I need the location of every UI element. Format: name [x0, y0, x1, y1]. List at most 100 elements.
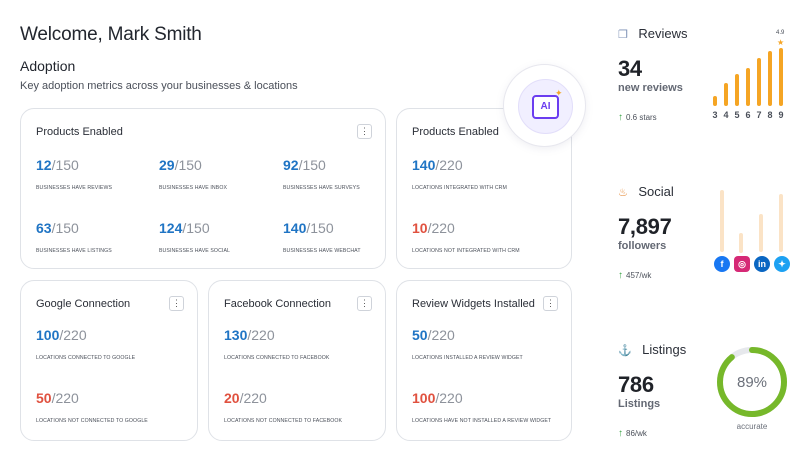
reviews-bar-8	[768, 50, 772, 106]
metric-value: 20	[224, 390, 240, 406]
products-enabled-businesses-card: Products Enabled ⋮ 12/150 Businesses hav…	[20, 108, 386, 269]
metric-value: 140	[283, 220, 307, 236]
metric-label: Businesses have inbox	[159, 185, 228, 191]
google-connection-card: Google Connection ⋮ 100/220 Locations co…	[20, 280, 198, 441]
reviews-bar-6	[746, 68, 750, 106]
ai-icon: AI	[532, 95, 559, 119]
metric-businesses-webchat: 140/150 Businesses have webchat	[283, 220, 361, 254]
metric-value: 140	[412, 157, 436, 173]
social-trend-text: 457/wk	[626, 271, 652, 280]
more-options-icon[interactable]: ⋮	[169, 296, 184, 311]
accuracy-percent: 89%	[736, 374, 768, 391]
metric-value: 92	[283, 157, 299, 173]
reviews-count: 34	[618, 56, 642, 81]
review-widgets-card: Review Widgets Installed ⋮ 50/220 Locati…	[396, 280, 572, 441]
listings-icon: ⚓	[618, 345, 632, 357]
social-bar-facebook	[720, 190, 724, 252]
gauge-fill	[717, 347, 787, 417]
metric-google-not-connected: 50/220 Locations not connected to Google	[36, 390, 148, 424]
metric-value: 130	[224, 327, 248, 343]
metric-locations-no-crm: 10/220 Locations not integrated with CRM	[412, 220, 520, 254]
metric-facebook-connected: 130/220 Locations connected to Facebook	[224, 327, 329, 361]
card-title: Review Widgets Installed	[412, 298, 535, 310]
metric-label: Locations have not installed a review wi…	[412, 418, 552, 424]
section-title: Adoption	[20, 58, 76, 74]
metric-value: 124	[159, 220, 183, 236]
reviews-trend-text: 0.6 stars	[626, 113, 657, 122]
linkedin-icon[interactable]: in	[754, 256, 770, 272]
social-header: ♨ Social	[618, 183, 674, 201]
reviews-bar-label: 4	[723, 110, 729, 120]
metric-businesses-listings: 63/150 Businesses have listings	[36, 220, 112, 254]
reviews-bar-4	[724, 82, 728, 106]
ai-badge-inner: AI ✦	[518, 79, 573, 134]
section-subtitle: Key adoption metrics across your busines…	[20, 80, 298, 92]
sparkle-icon: ✦	[555, 88, 563, 98]
trend-up-icon: ↑	[618, 270, 623, 281]
social-title: Social	[638, 184, 674, 199]
reviews-bar-7	[757, 58, 761, 106]
reviews-icon: ❐	[618, 29, 628, 41]
more-options-icon[interactable]: ⋮	[543, 296, 558, 311]
metric-label: Businesses have webchat	[283, 248, 361, 254]
card-title: Google Connection	[36, 298, 131, 310]
metric-label: Locations not integrated with CRM	[412, 248, 520, 254]
more-options-icon[interactable]: ⋮	[357, 296, 372, 311]
metric-value: 10	[412, 220, 428, 236]
metric-widgets-installed: 50/220 Locations installed a review widg…	[412, 327, 523, 361]
metric-google-connected: 100/220 Locations connected to Google	[36, 327, 135, 361]
metric-label: Locations not connected to Facebook	[224, 418, 343, 424]
listings-count: 786	[618, 372, 654, 397]
metric-label: Locations integrated with CRM	[412, 185, 507, 191]
social-trend: ↑ 457/wk	[618, 270, 651, 281]
metric-total: /150	[298, 157, 326, 173]
listings-panel: ⚓ Listings 786 Listings ↑ 86/wk 89% accur…	[618, 338, 808, 453]
metric-label: Businesses have social	[159, 248, 231, 254]
listings-trend: ↑ 86/wk	[618, 428, 647, 439]
trend-up-icon: ↑	[618, 112, 623, 123]
metric-label: Locations installed a review widget	[412, 355, 523, 361]
metric-total: /150	[306, 220, 334, 236]
metric-value: 100	[36, 327, 60, 343]
reviews-bar-label: 3	[712, 110, 718, 120]
card-title: Products Enabled	[412, 126, 499, 138]
metric-total: /220	[427, 220, 455, 236]
metric-label: Locations connected to Google	[36, 355, 136, 361]
social-bar-linkedin	[759, 214, 763, 252]
social-icon: ♨	[618, 187, 628, 199]
ai-assistant-button[interactable]: AI ✦	[503, 64, 586, 147]
social-panel: ♨ Social 7,897 followers ↑ 457/wk f ◎ in …	[618, 180, 808, 290]
metric-total: /220	[435, 390, 463, 406]
reviews-bar-label: 6	[745, 110, 751, 120]
reviews-chart: 3 4 5 6 7 8 9 ★ 4.9	[710, 22, 802, 122]
reviews-bar-label: 7	[756, 110, 762, 120]
metric-label: Businesses have reviews	[36, 185, 113, 191]
metric-total: /220	[59, 327, 87, 343]
reviews-bar-label: 8	[767, 110, 773, 120]
metric-value: 29	[159, 157, 175, 173]
metric-facebook-not-connected: 20/220 Locations not connected to Facebo…	[224, 390, 342, 424]
listings-title: Listings	[642, 342, 687, 357]
instagram-icon[interactable]: ◎	[734, 256, 750, 272]
metric-total: /150	[174, 157, 202, 173]
reviews-count-label: new reviews	[618, 82, 683, 94]
metric-label: Locations not connected to Google	[36, 418, 148, 424]
more-options-icon[interactable]: ⋮	[357, 124, 372, 139]
accuracy-label: accurate	[736, 422, 768, 431]
twitter-icon[interactable]: ✦	[774, 256, 790, 272]
metric-widgets-not-installed: 100/220 Locations have not installed a r…	[412, 390, 551, 424]
metric-total: /220	[427, 327, 455, 343]
metric-businesses-surveys: 92/150 Businesses have surveys	[283, 157, 360, 191]
listings-count-label: Listings	[618, 398, 661, 410]
reviews-bar-label: 9	[778, 110, 784, 120]
facebook-icon[interactable]: f	[714, 256, 730, 272]
metric-label: Businesses have listings	[36, 248, 112, 254]
metric-value: 12	[36, 157, 52, 173]
metric-value: 100	[412, 390, 436, 406]
listings-header: ⚓ Listings	[618, 341, 686, 359]
metric-total: /220	[247, 327, 275, 343]
metric-locations-crm: 140/220 Locations integrated with CRM	[412, 157, 507, 191]
metric-businesses-reviews: 12/150 Businesses have reviews	[36, 157, 112, 191]
reviews-bar-9	[779, 48, 783, 106]
